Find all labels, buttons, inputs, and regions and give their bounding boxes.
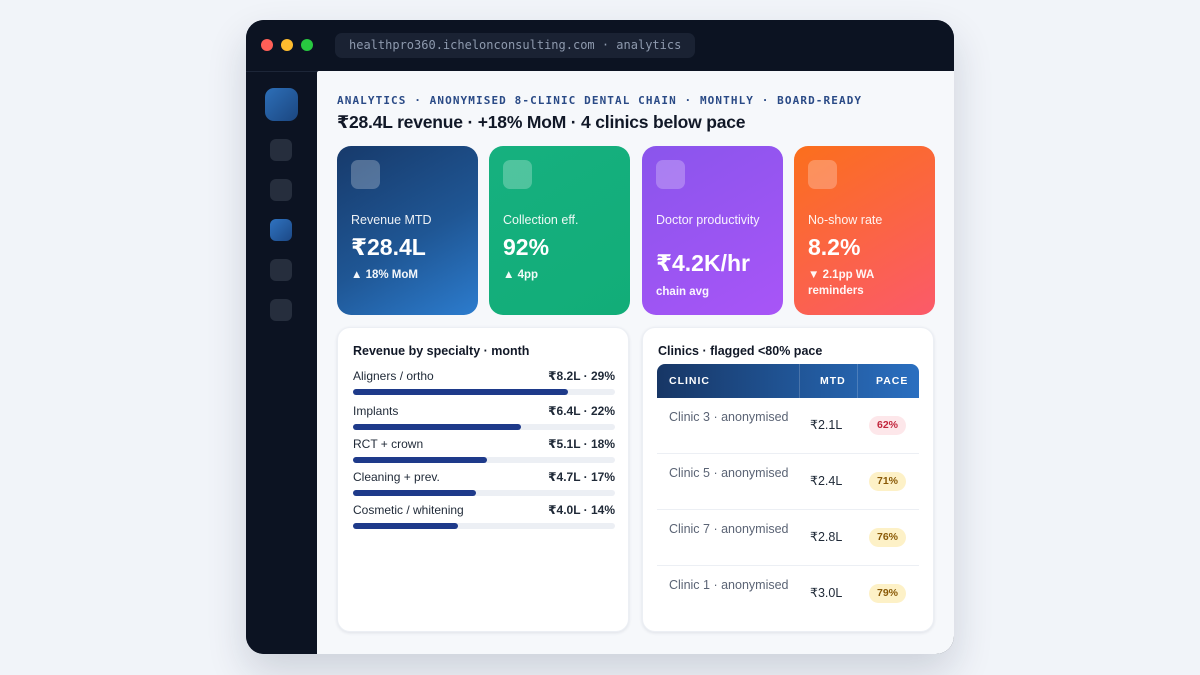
specialty-value: ₹4.7L · 17% — [548, 470, 615, 484]
specialty-row[interactable]: RCT + crown ₹5.1L · 18% — [353, 437, 615, 467]
progress-bar — [353, 389, 568, 395]
kpi-label: Doctor productivity — [656, 213, 760, 227]
pace-badge: 76% — [869, 528, 906, 547]
kpi-value: 92% — [503, 234, 550, 260]
kpi-label: No-show rate — [808, 213, 883, 227]
progress-bar — [353, 523, 458, 529]
specialty-name: Aligners / ortho — [353, 369, 434, 383]
clinic-name: Clinic 5 · anonymised — [669, 466, 789, 480]
kpi-delta: chain avg — [656, 286, 710, 298]
kpi-value: ₹28.4L — [351, 234, 426, 260]
progress-bar — [353, 490, 477, 496]
panel-title: Clinics · flagged <80% pace — [658, 344, 823, 358]
column-header-mtd[interactable]: MTD — [820, 375, 846, 387]
kpi-value: ₹4.2K/hr — [656, 250, 750, 276]
specialty-revenue-panel: Revenue by specialty · month Aligners / … — [337, 327, 629, 632]
address-bar[interactable]: healthpro360.ichelonconsulting.com · ana… — [335, 33, 696, 58]
clinic-mtd: ₹2.8L — [810, 530, 843, 544]
sidebar — [246, 71, 317, 654]
specialty-row[interactable]: Cleaning + prev. ₹4.7L · 17% — [353, 470, 615, 500]
kpi-delta: ▲ 18% MoM — [351, 269, 418, 281]
table-row[interactable]: Clinic 7 · anonymised ₹2.8L 76% — [657, 510, 919, 566]
specialty-value: ₹5.1L · 18% — [548, 437, 615, 451]
table-row[interactable]: Clinic 1 · anonymised ₹3.0L 79% — [657, 566, 919, 622]
progress-bar — [353, 457, 487, 463]
panel-title: Revenue by specialty · month — [353, 344, 530, 358]
kpi-label: Collection eff. — [503, 213, 579, 227]
specialty-name: RCT + crown — [353, 437, 424, 451]
kpi-card-no-show[interactable]: No-show rate 8.2% ▼ 2.1pp WA reminders — [794, 146, 935, 315]
specialty-value: ₹8.2L · 29% — [548, 369, 615, 383]
specialty-name: Implants — [353, 404, 399, 418]
specialty-value: ₹6.4L · 22% — [548, 404, 615, 418]
close-window-button[interactable] — [261, 39, 273, 51]
title-bar: healthpro360.ichelonconsulting.com · ana… — [246, 20, 954, 71]
progress-bar — [353, 424, 521, 430]
page-title: ₹28.4L revenue · +18% MoM · 4 clinics be… — [337, 112, 746, 132]
clinic-mtd: ₹2.4L — [810, 474, 843, 488]
table-row[interactable]: Clinic 3 · anonymised ₹2.1L 62% — [657, 398, 919, 454]
specialty-value: ₹4.0L · 14% — [548, 503, 615, 517]
table-header: CLINIC MTD PACE — [657, 364, 919, 398]
minimize-window-button[interactable] — [281, 39, 293, 51]
specialty-row[interactable]: Aligners / ortho ₹8.2L · 29% — [353, 369, 615, 399]
kpi-value: 8.2% — [808, 234, 861, 260]
specialty-row[interactable]: Cosmetic / whitening ₹4.0L · 14% — [353, 503, 615, 533]
pace-badge: 62% — [869, 416, 906, 435]
sidebar-nav-item-analytics[interactable] — [270, 219, 292, 241]
main-content: ANALYTICS · ANONYMISED 8-CLINIC DENTAL C… — [317, 71, 954, 654]
sidebar-nav-item-5[interactable] — [270, 299, 292, 321]
specialty-name: Cosmetic / whitening — [353, 503, 464, 517]
collection-icon — [503, 160, 532, 189]
pace-badge: 71% — [869, 472, 906, 491]
sidebar-nav-item-1[interactable] — [270, 139, 292, 161]
clinic-mtd: ₹2.1L — [810, 418, 843, 432]
kpi-card-collection[interactable]: Collection eff. 92% ▲ 4pp — [489, 146, 630, 315]
clinic-name: Clinic 3 · anonymised — [669, 410, 789, 424]
specialty-name: Cleaning + prev. — [353, 470, 440, 484]
app-logo-icon[interactable] — [265, 88, 298, 121]
sidebar-nav-item-4[interactable] — [270, 259, 292, 281]
progress-track — [353, 389, 615, 395]
progress-track — [353, 523, 615, 529]
column-header-clinic[interactable]: CLINIC — [669, 375, 710, 387]
specialty-row[interactable]: Implants ₹6.4L · 22% — [353, 404, 615, 434]
kpi-delta: ▼ 2.1pp WA reminders — [808, 269, 874, 297]
calendar-icon — [808, 160, 837, 189]
pace-badge: 79% — [869, 584, 906, 603]
table-row[interactable]: Clinic 5 · anonymised ₹2.4L 71% — [657, 454, 919, 510]
clinic-mtd: ₹3.0L — [810, 586, 843, 600]
kpi-card-revenue[interactable]: Revenue MTD ₹28.4L ▲ 18% MoM — [337, 146, 478, 315]
progress-track — [353, 424, 615, 430]
column-header-pace[interactable]: PACE — [876, 375, 909, 387]
browser-window: healthpro360.ichelonconsulting.com · ana… — [246, 20, 954, 654]
progress-track — [353, 457, 615, 463]
sidebar-nav-item-2[interactable] — [270, 179, 292, 201]
clinic-name: Clinic 7 · anonymised — [669, 522, 789, 536]
kpi-card-doctor-productivity[interactable]: Doctor productivity ₹4.2K/hr chain avg — [642, 146, 783, 315]
progress-track — [353, 490, 615, 496]
revenue-icon — [351, 160, 380, 189]
doctor-icon — [656, 160, 685, 189]
kpi-label: Revenue MTD — [351, 213, 432, 227]
clinics-table: CLINIC MTD PACE Clinic 3 · anonymised ₹2… — [657, 364, 919, 622]
page-eyebrow: ANALYTICS · ANONYMISED 8-CLINIC DENTAL C… — [337, 94, 863, 107]
maximize-window-button[interactable] — [301, 39, 313, 51]
clinic-name: Clinic 1 · anonymised — [669, 578, 789, 592]
flagged-clinics-panel: Clinics · flagged <80% pace CLINIC MTD P… — [642, 327, 934, 632]
kpi-delta: ▲ 4pp — [503, 269, 539, 281]
